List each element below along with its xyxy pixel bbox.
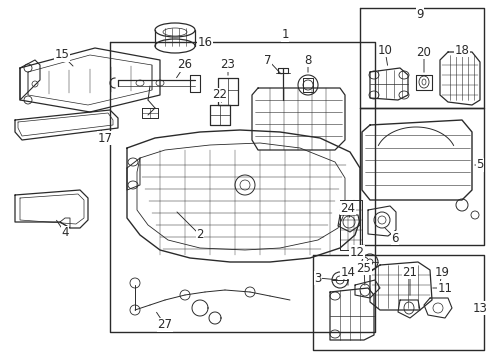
Text: 15: 15 xyxy=(55,49,69,62)
Text: 12: 12 xyxy=(349,246,364,258)
Text: 25: 25 xyxy=(356,261,371,274)
Text: 9: 9 xyxy=(415,8,423,21)
Text: 18: 18 xyxy=(454,44,468,57)
Text: 3: 3 xyxy=(314,271,321,284)
Text: 6: 6 xyxy=(390,231,398,244)
Text: 17: 17 xyxy=(97,131,112,144)
Text: 27: 27 xyxy=(157,319,172,332)
Text: 20: 20 xyxy=(416,45,430,58)
Text: 13: 13 xyxy=(471,302,487,315)
Text: 14: 14 xyxy=(340,266,355,279)
Text: 1: 1 xyxy=(281,28,288,41)
Text: 4: 4 xyxy=(61,226,69,239)
Text: 11: 11 xyxy=(437,282,451,294)
Text: 21: 21 xyxy=(402,266,417,279)
Text: 24: 24 xyxy=(340,202,355,215)
Text: 5: 5 xyxy=(475,158,483,171)
Text: 22: 22 xyxy=(212,89,227,102)
Text: 19: 19 xyxy=(434,266,448,279)
Text: 10: 10 xyxy=(377,44,392,57)
Text: 2: 2 xyxy=(196,229,203,242)
Text: 23: 23 xyxy=(220,58,235,72)
Text: 16: 16 xyxy=(197,36,212,49)
Text: 26: 26 xyxy=(177,58,192,72)
Text: 8: 8 xyxy=(304,54,311,67)
Text: 7: 7 xyxy=(264,54,271,67)
